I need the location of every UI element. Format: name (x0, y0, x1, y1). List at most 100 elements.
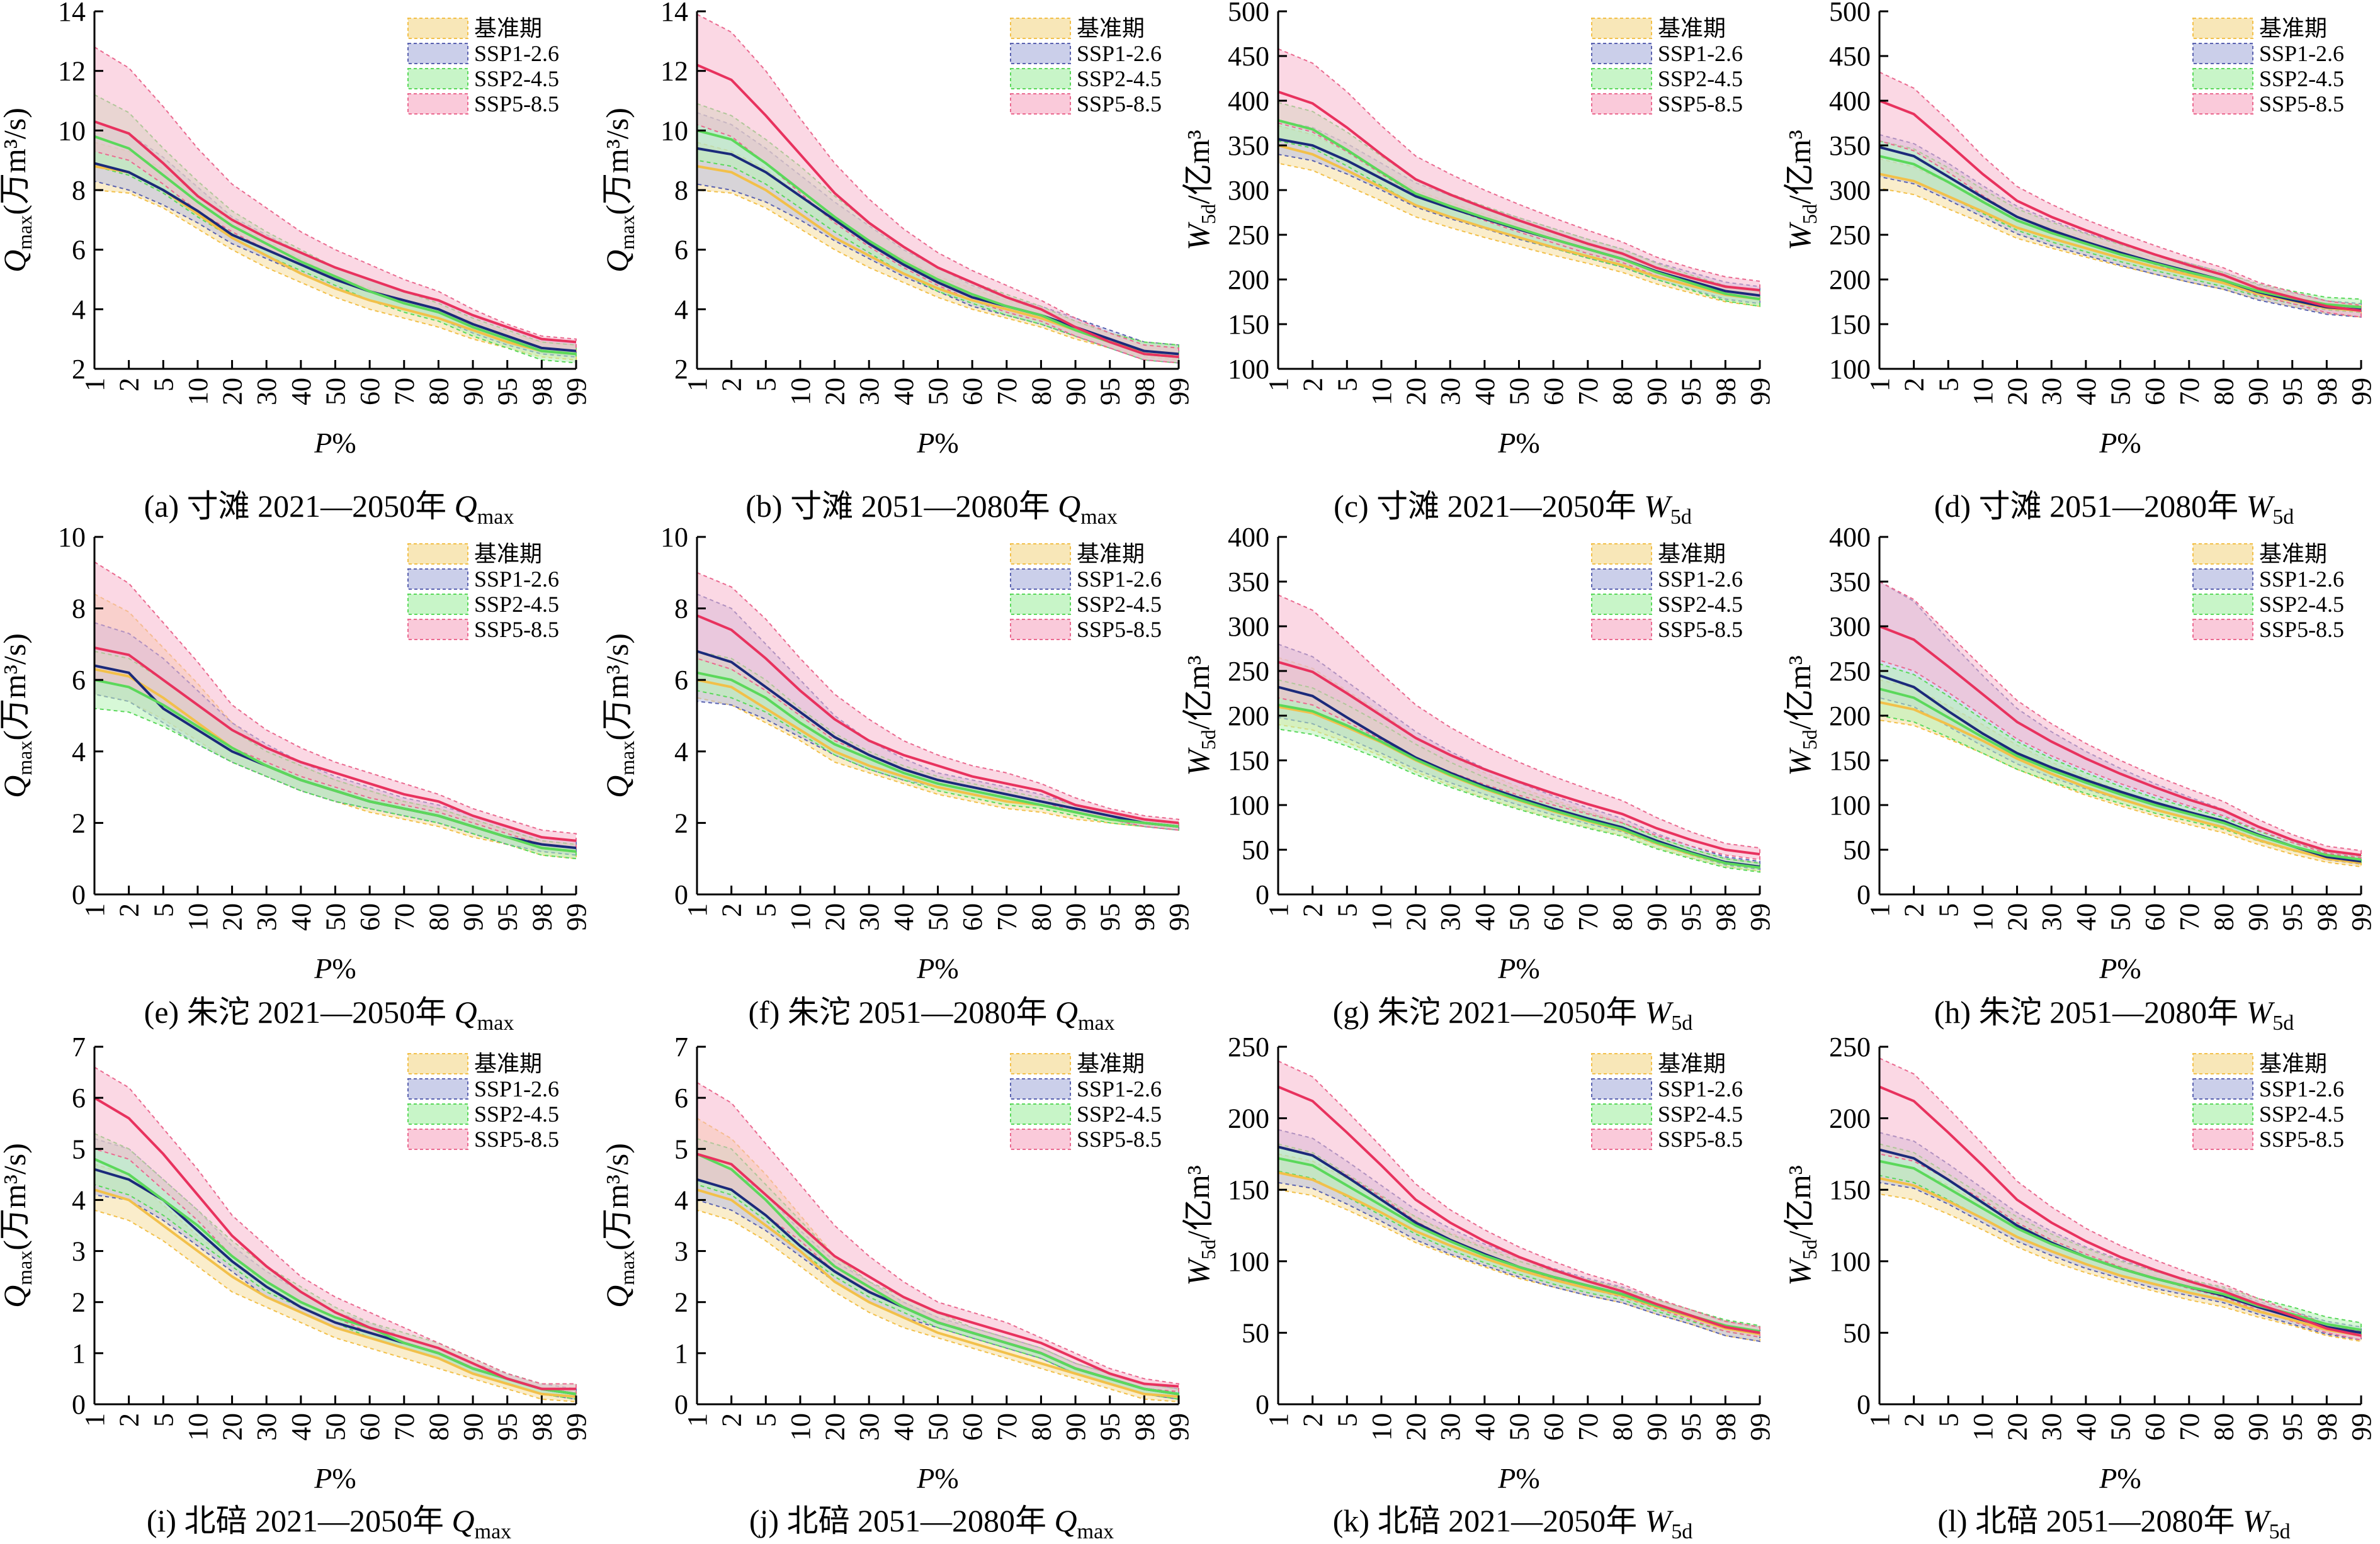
legend-entry: SSP2-4.5 (474, 66, 559, 91)
y-tick-label: 50 (1843, 1317, 1871, 1348)
x-tick-label: 2 (1899, 1413, 1930, 1427)
y-tick-label: 300 (1829, 175, 1871, 206)
x-tick-label: 70 (389, 1413, 420, 1441)
y-tick-label: 450 (1829, 41, 1871, 72)
mean-line-a-1 (94, 162, 577, 352)
x-axis-label: P% (1497, 1462, 1539, 1494)
x-tick-label: 50 (923, 903, 954, 931)
legend-entry: SSP2-4.5 (2259, 592, 2344, 617)
x-tick-label: 80 (1026, 903, 1057, 931)
y-tick-label: 4 (674, 294, 688, 325)
y-tick-label: 450 (1228, 41, 1269, 72)
x-tick-label: 5 (1933, 378, 1964, 392)
x-tick-label: 2 (1899, 378, 1930, 392)
mean-line-l-3 (1879, 1085, 2362, 1337)
x-tick-label: 80 (423, 378, 454, 405)
x-tick-label: 30 (251, 1413, 282, 1441)
legend-swatch (1591, 619, 1652, 640)
x-tick-label: 20 (2002, 1413, 2033, 1441)
x-tick-label: 60 (1538, 903, 1569, 931)
x-tick-label: 90 (2243, 378, 2274, 405)
x-tick-label: 70 (2174, 903, 2205, 931)
x-tick-label: 60 (1538, 1413, 1569, 1441)
legend-entry: 基准期 (2259, 1051, 2327, 1076)
x-tick-label: 95 (492, 378, 523, 405)
y-axis-label: Qmax(万m³/s) (0, 108, 36, 273)
legend-entry: SSP2-4.5 (474, 1102, 559, 1127)
x-axis-label: P% (1497, 427, 1539, 459)
x-tick-label: 99 (1745, 903, 1776, 931)
x-axis-label: P% (314, 952, 356, 984)
x-tick-label: 10 (183, 1413, 213, 1441)
x-tick-label: 1 (79, 378, 110, 392)
y-tick-label: 400 (1829, 522, 1871, 553)
legend-entry: SSP2-4.5 (2259, 66, 2344, 91)
y-tick-label: 10 (660, 115, 688, 146)
legend-entry: SSP5-8.5 (2259, 617, 2344, 642)
y-tick-label: 100 (1228, 790, 1269, 821)
x-tick-label: 50 (320, 378, 351, 405)
legend-swatch (2192, 1129, 2253, 1150)
x-tick-label: 40 (888, 903, 919, 931)
y-tick-label: 150 (1228, 1175, 1269, 1205)
y-tick-label: 0 (72, 1389, 86, 1420)
x-tick-label: 30 (2036, 903, 2067, 931)
y-tick-label: 14 (660, 0, 688, 27)
x-tick-label: 20 (2002, 903, 2033, 931)
x-tick-label: 20 (1401, 1413, 1432, 1441)
legend-entry: SSP5-8.5 (2259, 1127, 2344, 1152)
legend-swatch (1010, 68, 1071, 89)
legend-entry: SSP1-2.6 (1077, 41, 1162, 66)
y-axis-label: Qmax(万m³/s) (0, 633, 36, 798)
x-tick-label: 80 (1607, 378, 1638, 405)
x-tick-label: 60 (354, 1413, 385, 1441)
band-h-3 (1879, 580, 2362, 859)
y-tick-label: 6 (674, 665, 688, 696)
x-tick-label: 40 (2071, 903, 2102, 931)
x-tick-label: 80 (2208, 1413, 2239, 1441)
x-tick-label: 90 (458, 1413, 489, 1441)
x-tick-label: 10 (1968, 903, 1998, 931)
x-tick-label: 20 (820, 378, 851, 405)
x-tick-label: 50 (1504, 1413, 1535, 1441)
legend-swatch (407, 594, 468, 615)
chart-caption-h: (h) 朱沱 2051—2080年 W5d (1934, 995, 2294, 1035)
mean-line-j-0 (696, 1188, 1179, 1398)
y-axis-label: W5d/亿m³ (1782, 1165, 1821, 1285)
x-tick-label: 98 (1129, 903, 1160, 931)
legend-entry: SSP2-4.5 (474, 592, 559, 617)
y-tick-label: 4 (72, 1185, 86, 1215)
legend-swatch (407, 619, 468, 640)
x-tick-label: 70 (1573, 903, 1604, 931)
legend-swatch (2192, 43, 2253, 64)
y-tick-label: 100 (1829, 790, 1871, 821)
x-tick-label: 5 (148, 1413, 179, 1427)
y-tick-label: 150 (1829, 745, 1871, 776)
chart-caption-l: (l) 北碚 2051—2080年 W5d (1937, 1503, 2291, 1543)
y-tick-label: 350 (1829, 566, 1871, 597)
x-tick-label: 98 (1710, 1413, 1741, 1441)
y-tick-label: 4 (674, 736, 688, 767)
legend-swatch (1010, 568, 1071, 590)
x-tick-label: 40 (2071, 378, 2102, 405)
x-tick-label: 95 (1676, 903, 1707, 931)
x-tick-label: 2 (114, 903, 145, 917)
y-axis-label: Qmax(万m³/s) (599, 1143, 638, 1308)
mean-line-e-2 (94, 679, 577, 853)
x-tick-label: 40 (1470, 378, 1500, 405)
x-tick-label: 30 (1435, 1413, 1466, 1441)
x-tick-label: 98 (1710, 903, 1741, 931)
x-tick-label: 50 (2105, 903, 2136, 931)
y-tick-label: 8 (72, 594, 86, 624)
mean-line-j-2 (696, 1152, 1179, 1395)
x-tick-label: 95 (2277, 903, 2308, 931)
legend-swatch (407, 68, 468, 89)
x-tick-label: 30 (2036, 378, 2067, 405)
y-tick-label: 6 (72, 665, 86, 696)
x-tick-label: 70 (389, 903, 420, 931)
x-tick-label: 50 (2105, 1413, 2136, 1441)
